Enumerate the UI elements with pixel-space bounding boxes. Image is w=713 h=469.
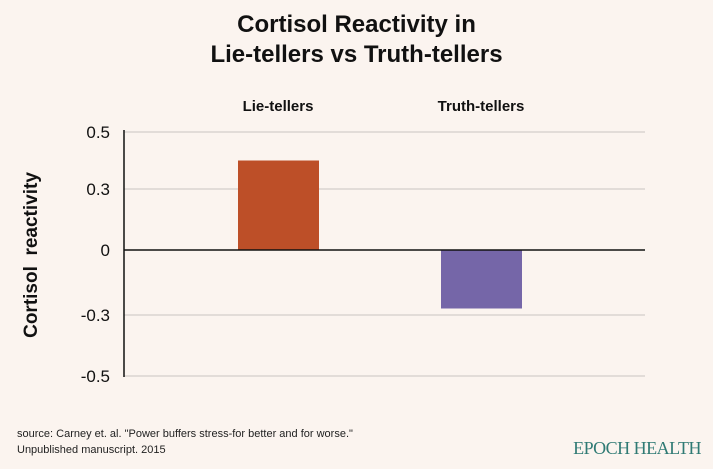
title-line-2: Lie-tellers vs Truth-tellers bbox=[210, 41, 503, 68]
category-label-truth-tellers: Truth-tellers bbox=[437, 98, 525, 115]
category-label-lie-tellers: Lie-tellers bbox=[242, 98, 314, 115]
y-tick-label: 0.3 bbox=[86, 180, 110, 199]
y-tick-label: -0.5 bbox=[81, 367, 110, 386]
epoch-health-logo: EPOCH HEALTH bbox=[573, 438, 701, 458]
title-line-1: Cortisol Reactivity in bbox=[237, 11, 476, 38]
y-tick-label: 0 bbox=[101, 241, 110, 260]
bar-truth-tellers bbox=[441, 250, 522, 309]
source-line-1: source: Carney et. al. "Power buffers st… bbox=[17, 428, 353, 440]
y-tick-label: -0.3 bbox=[81, 306, 110, 325]
chart-title: Cortisol Reactivity in Lie-tellers vs Tr… bbox=[0, 10, 713, 70]
source-line-2: Unpublished manuscript. 2015 bbox=[17, 444, 166, 456]
y-tick-label: 0.5 bbox=[86, 123, 110, 142]
bar-lie-tellers bbox=[238, 160, 319, 250]
source-note: source: Carney et. al. "Power buffers st… bbox=[17, 426, 353, 458]
